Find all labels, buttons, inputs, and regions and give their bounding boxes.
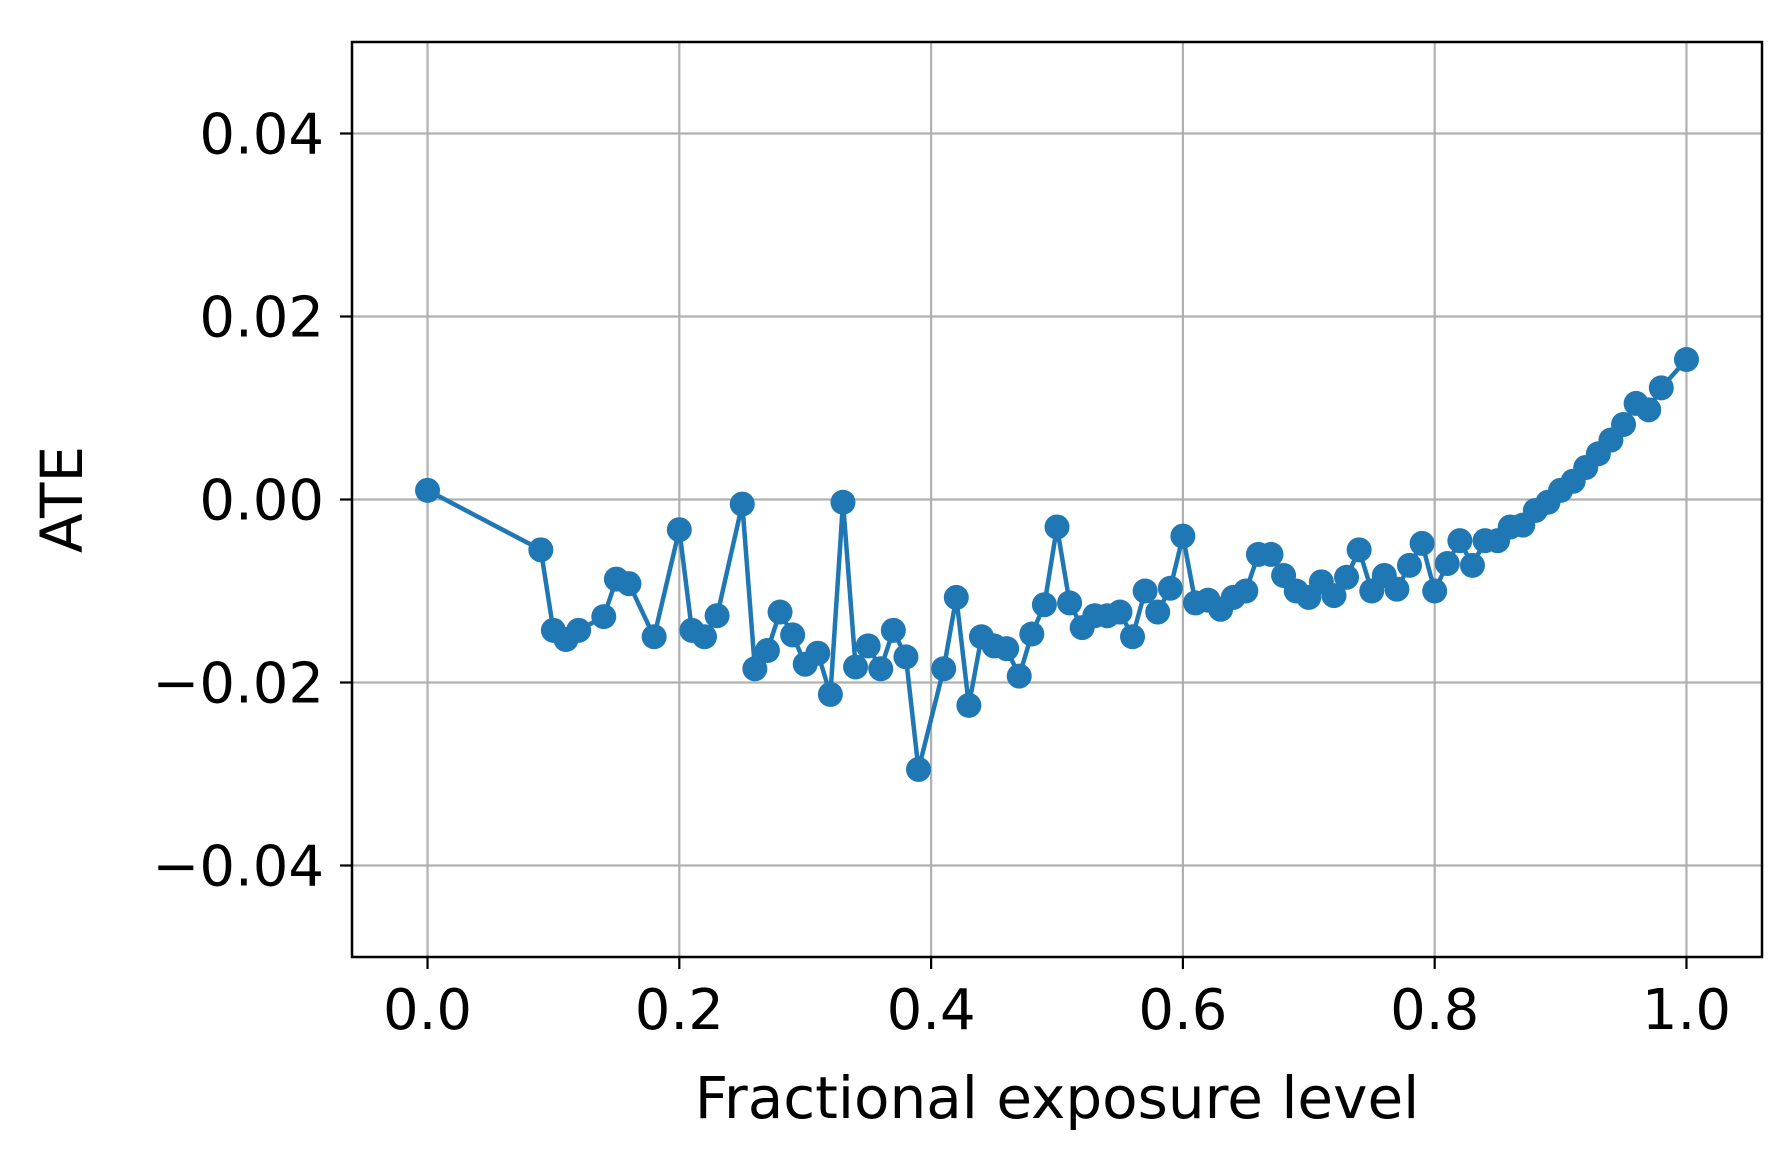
data-point bbox=[1057, 590, 1083, 616]
data-point bbox=[1673, 347, 1699, 373]
data-point bbox=[415, 477, 441, 503]
data-point bbox=[1409, 530, 1435, 556]
data-point bbox=[1145, 599, 1171, 625]
data-point bbox=[1648, 375, 1674, 401]
data-point bbox=[780, 622, 806, 648]
data-point bbox=[666, 517, 692, 543]
data-point bbox=[528, 537, 554, 563]
data-point bbox=[1447, 528, 1473, 554]
y-tick-label: 0.04 bbox=[199, 103, 324, 168]
data-point bbox=[754, 637, 780, 663]
data-point bbox=[931, 656, 957, 682]
y-tick-label: −0.02 bbox=[152, 652, 324, 717]
data-point bbox=[1459, 552, 1485, 578]
data-point bbox=[1334, 564, 1360, 590]
data-point bbox=[1258, 541, 1284, 567]
data-point bbox=[1636, 397, 1662, 423]
data-point bbox=[943, 584, 969, 610]
data-point bbox=[956, 692, 982, 718]
data-point bbox=[893, 644, 919, 670]
data-point bbox=[817, 681, 843, 707]
data-point bbox=[994, 636, 1020, 662]
data-point bbox=[1006, 663, 1032, 689]
x-tick-label: 0.4 bbox=[887, 978, 976, 1043]
data-point bbox=[1107, 599, 1133, 625]
y-tick-label: 0.00 bbox=[199, 469, 324, 534]
axis-ticks: 0.0 0.2 0.4 0.6 0.8 1.0 −0.04 −0.02 0.00 0.02 0.04 bbox=[152, 103, 1731, 1044]
data-point bbox=[830, 489, 856, 515]
data-point bbox=[641, 624, 667, 650]
data-point bbox=[1044, 514, 1070, 540]
data-point bbox=[591, 604, 617, 630]
data-point bbox=[1170, 523, 1196, 549]
data-point bbox=[692, 624, 717, 650]
data-point bbox=[843, 654, 869, 680]
data-point bbox=[1611, 411, 1637, 437]
data-point bbox=[855, 633, 881, 659]
data-point bbox=[805, 640, 831, 666]
y-axis-label: ATE bbox=[28, 446, 96, 553]
x-tick-label: 0.0 bbox=[383, 978, 472, 1043]
data-point bbox=[704, 603, 730, 629]
data-point bbox=[906, 756, 932, 782]
y-tick-label: −0.04 bbox=[152, 835, 324, 900]
x-tick-label: 0.6 bbox=[1138, 978, 1227, 1043]
data-point bbox=[767, 599, 793, 625]
data-point bbox=[1321, 583, 1347, 609]
data-point bbox=[1434, 551, 1460, 577]
data-point bbox=[1422, 578, 1448, 604]
data-series bbox=[415, 347, 1699, 782]
data-point bbox=[1019, 621, 1045, 647]
y-tick-label: 0.02 bbox=[199, 286, 324, 351]
data-point bbox=[1384, 576, 1410, 602]
x-tick-label: 1.0 bbox=[1642, 978, 1731, 1043]
x-tick-label: 0.2 bbox=[635, 978, 724, 1043]
grid-lines bbox=[352, 42, 1762, 957]
data-point bbox=[1132, 578, 1158, 604]
data-point bbox=[566, 617, 592, 643]
data-point bbox=[1346, 537, 1372, 563]
data-point bbox=[1233, 578, 1259, 604]
data-point bbox=[729, 491, 755, 517]
x-axis-label: Fractional exposure level bbox=[695, 1064, 1420, 1132]
data-point bbox=[1157, 575, 1183, 601]
data-point bbox=[868, 656, 894, 682]
data-point bbox=[616, 571, 642, 597]
data-point bbox=[1397, 552, 1422, 578]
x-tick-label: 0.8 bbox=[1390, 978, 1479, 1043]
data-point bbox=[1120, 624, 1146, 650]
data-point bbox=[1031, 592, 1057, 618]
data-point bbox=[742, 656, 768, 682]
data-point bbox=[880, 617, 906, 643]
